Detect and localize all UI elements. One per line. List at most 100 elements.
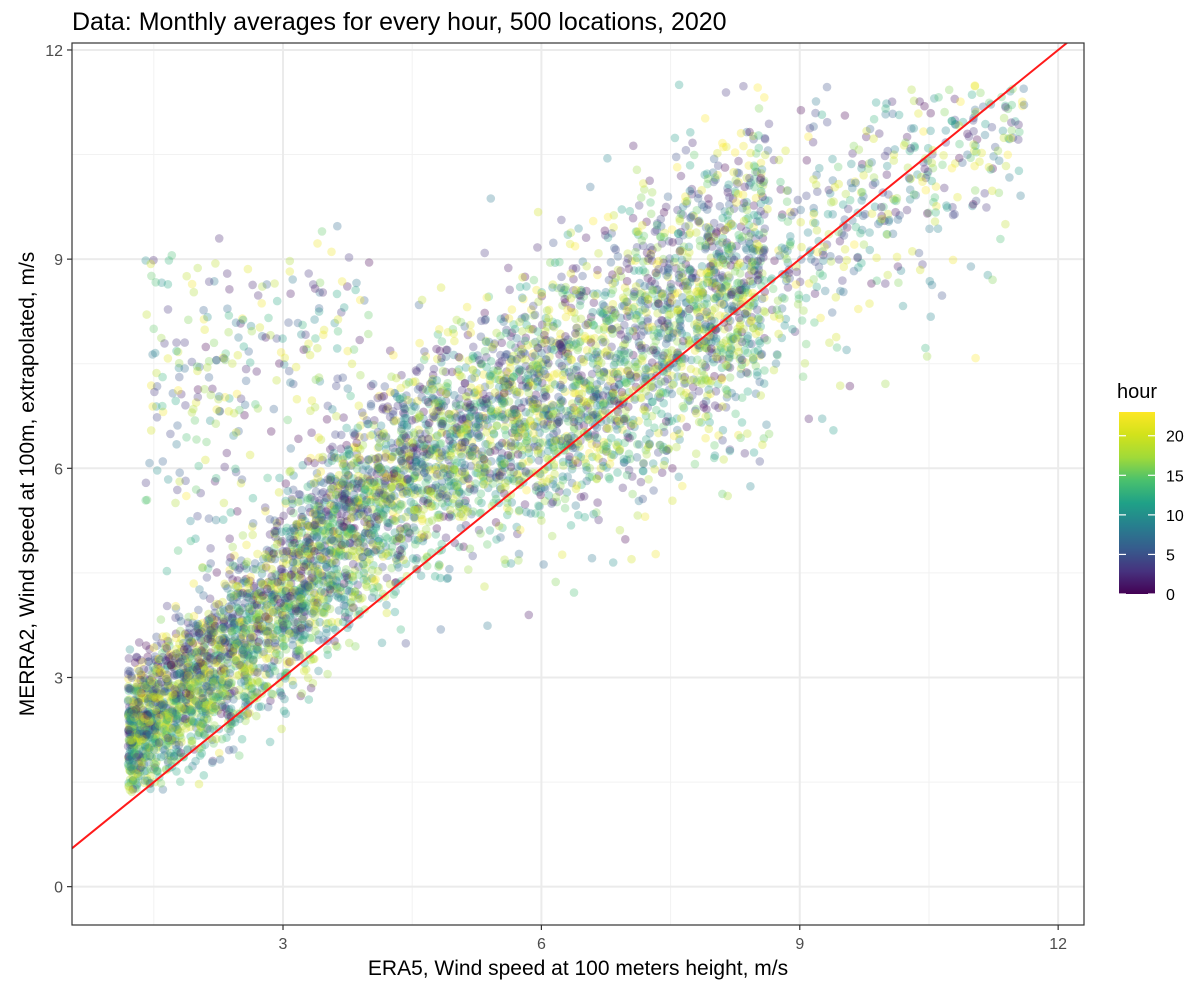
data-point <box>520 272 530 282</box>
data-point <box>746 148 755 158</box>
data-point <box>429 489 439 498</box>
data-point <box>350 533 360 543</box>
data-point <box>560 364 569 373</box>
data-point <box>272 540 282 549</box>
data-point <box>176 777 185 786</box>
data-point <box>456 509 466 519</box>
data-point <box>167 681 176 691</box>
data-point <box>582 261 591 271</box>
data-point <box>548 283 557 292</box>
data-point <box>465 480 475 490</box>
data-point <box>727 301 737 311</box>
data-points <box>123 80 1029 797</box>
data-point <box>667 225 677 234</box>
data-point <box>594 249 603 258</box>
data-point <box>130 736 139 746</box>
data-point <box>314 516 324 525</box>
data-point <box>151 683 161 692</box>
data-point <box>300 541 310 550</box>
data-point <box>557 272 566 282</box>
data-point <box>491 518 501 527</box>
data-point <box>124 654 134 663</box>
data-point <box>607 433 616 443</box>
data-point <box>922 352 932 361</box>
data-point <box>522 436 531 446</box>
data-point <box>426 488 435 497</box>
data-point <box>332 582 342 592</box>
data-point <box>372 469 382 479</box>
data-point <box>796 105 806 115</box>
data-point <box>672 162 682 172</box>
data-point <box>1007 118 1016 127</box>
data-point <box>829 426 838 435</box>
data-point <box>314 666 323 676</box>
data-point <box>319 487 328 497</box>
data-point <box>350 587 360 596</box>
data-point <box>668 238 677 247</box>
data-point <box>421 352 431 361</box>
data-point <box>251 591 261 601</box>
data-point <box>541 392 551 401</box>
data-point <box>435 513 445 522</box>
data-point <box>971 353 980 363</box>
data-point <box>967 90 977 99</box>
data-point <box>845 381 855 391</box>
data-point <box>673 308 682 317</box>
data-point <box>521 467 530 476</box>
data-point <box>566 521 576 530</box>
data-point <box>840 245 850 254</box>
data-point <box>752 239 762 249</box>
data-point <box>867 158 876 167</box>
data-point <box>485 526 495 535</box>
data-point <box>573 379 583 389</box>
data-point <box>621 535 630 544</box>
data-point <box>216 645 226 655</box>
data-point <box>296 496 305 506</box>
data-point <box>677 309 686 318</box>
data-point <box>356 507 366 516</box>
data-point <box>127 767 137 777</box>
data-point <box>737 393 747 403</box>
data-point <box>581 233 591 242</box>
data-point <box>640 268 650 277</box>
data-point <box>441 389 451 399</box>
data-point <box>740 449 750 458</box>
data-point <box>199 713 209 723</box>
data-point <box>507 355 517 364</box>
data-point <box>567 464 577 474</box>
data-point <box>522 485 531 495</box>
data-point <box>580 512 590 522</box>
data-point <box>548 280 558 289</box>
data-point <box>481 337 491 347</box>
data-point <box>650 279 660 289</box>
data-point <box>325 581 335 590</box>
data-point <box>480 464 489 473</box>
data-point <box>672 442 681 452</box>
data-point <box>237 615 247 625</box>
data-point <box>462 302 472 312</box>
data-point <box>533 422 542 432</box>
data-point <box>409 505 419 515</box>
data-point <box>551 435 561 445</box>
data-point <box>399 402 409 412</box>
data-point <box>618 483 628 493</box>
data-point <box>701 336 710 346</box>
data-point <box>902 205 912 215</box>
data-point <box>339 413 348 422</box>
data-point <box>1003 150 1013 160</box>
data-point <box>512 470 522 480</box>
data-point <box>429 413 439 423</box>
data-point <box>298 522 307 531</box>
data-point <box>749 448 759 457</box>
data-point <box>558 472 567 481</box>
data-point <box>484 447 493 456</box>
data-point <box>693 194 703 203</box>
data-point <box>339 592 349 602</box>
data-point <box>675 317 685 327</box>
data-point <box>396 383 406 393</box>
data-point <box>941 126 951 135</box>
data-point <box>256 623 265 633</box>
data-point <box>748 131 758 141</box>
data-point <box>136 771 145 781</box>
data-point <box>569 588 579 597</box>
